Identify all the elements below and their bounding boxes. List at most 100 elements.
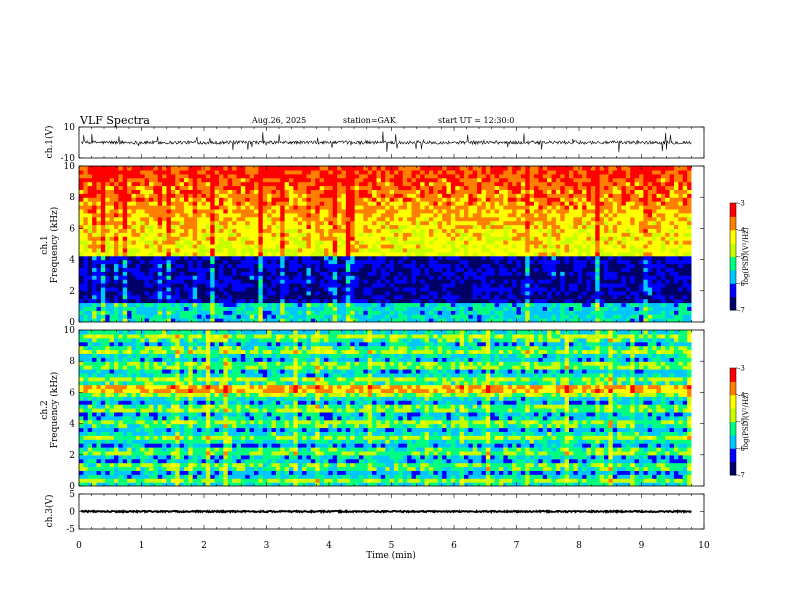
ch1-spec-cell (149, 286, 154, 292)
ch1-spec-cell (411, 314, 417, 319)
ch1-spec-cell (87, 166, 93, 171)
ch1-spec-cell (569, 306, 574, 311)
ch1-spec-cell (424, 271, 430, 276)
ch1-spec-cell (507, 208, 513, 214)
ch1-spec-cell (306, 181, 312, 187)
ch1-spec-cell (184, 197, 189, 202)
ch1-spec-cell (354, 181, 360, 187)
ch1-spec-cell (341, 224, 347, 229)
ch1-spec-cell (367, 263, 373, 268)
ch1-spec-cell (525, 232, 531, 237)
ch1-spec-cell (310, 267, 316, 272)
ch1-spec-cell (188, 247, 194, 253)
ch1-spec-cell (516, 283, 522, 288)
ch1-spec-cell (87, 185, 93, 190)
ch1-spec-cell (529, 212, 535, 218)
ch1-spec-cell (319, 247, 325, 253)
ch1-spec-cell (166, 318, 172, 322)
ch1-spec-cell (512, 302, 518, 307)
ch1-spec-cell (175, 275, 181, 280)
ch1-spec-cell (223, 318, 229, 322)
ch1-spec-cell (424, 314, 430, 319)
ch1-spec-cell (442, 318, 448, 322)
ch1-spec-cell (525, 185, 531, 190)
ch1-spec-cell (297, 177, 303, 183)
ch1-spec-cell (407, 197, 413, 202)
ch1-spec-cell (131, 283, 137, 288)
ch1-spec-cell (328, 310, 334, 315)
ch1-spec-cell (599, 267, 605, 272)
ch1-spec-cell (411, 247, 417, 253)
ch1-spec-cell (534, 208, 539, 214)
ch1-spec-cell (184, 259, 189, 265)
ch1-spec-cell (394, 173, 399, 179)
ch1-spec-cell (162, 310, 168, 315)
ch1-spec-cell (551, 189, 557, 194)
ch1-spec-cell (280, 306, 286, 311)
ch1-spec-cell (455, 283, 461, 288)
ch1-spec-cell (184, 216, 189, 222)
ch1-spec-cell (359, 212, 364, 218)
ch1-spec-cell (446, 185, 452, 190)
ch1-spec-cell (197, 283, 203, 288)
ch1-spec-cell (144, 224, 150, 229)
ch1-spec-cell (525, 290, 531, 296)
ch1-spec-cell (477, 189, 483, 194)
ch1-spec-cell (210, 224, 216, 229)
ch1-spec-cell (131, 232, 137, 237)
ch1-spec-cell (135, 216, 141, 222)
ch1-spec-cell (424, 189, 430, 194)
ch1-spec-cell (599, 283, 605, 288)
ch1-spec-cell (555, 294, 561, 300)
ch1-spec-cell (380, 294, 386, 300)
ch1-spec-cell (249, 314, 255, 319)
ch1-spec-cell (367, 286, 373, 292)
ch1-spec-cell (389, 185, 395, 190)
ch1-spec-cell (122, 310, 128, 315)
ch1-spec-cell (582, 240, 588, 245)
ch1-spec-cell (205, 267, 211, 272)
ch1-spec-cell (267, 177, 273, 183)
ch1-spec-cell (481, 318, 487, 322)
ch1-spec-cell (118, 302, 124, 307)
ch1-spec-cell (582, 255, 588, 261)
ch1-spec-cell (289, 298, 294, 304)
ch1-spec-cell (328, 247, 334, 253)
ch1-spec-cell (599, 259, 605, 265)
ch1-spec-cell (337, 267, 343, 272)
ch1-spec-cell (297, 169, 303, 175)
ch1-spec-cell (192, 271, 198, 276)
ch1-spec-cell (210, 201, 216, 206)
ch1-spec-cell (219, 193, 224, 198)
ch1-spec-cell (275, 279, 281, 284)
ch1-spec-cell (297, 185, 303, 190)
ch1-spec-cell (359, 205, 364, 210)
ch1-spec-cell (503, 298, 509, 304)
ch1-spec-cell (577, 255, 583, 261)
ch1-spec-cell (184, 279, 189, 284)
ch1-spec-cell (324, 201, 329, 206)
ch1-spec-cell (240, 240, 246, 245)
ch1-spec-cell (135, 236, 141, 241)
ch1-spec-cell (83, 279, 89, 284)
ch1-spec-cell (118, 298, 124, 304)
ch1-spec-cell (547, 185, 553, 190)
ch1-spec-cell (319, 244, 325, 249)
ch1-spec-cell (547, 251, 553, 257)
ch1-spec-cell (595, 271, 601, 276)
ch1-spec-cell (433, 259, 439, 265)
ch1-spec-cell (205, 197, 211, 202)
ch1-spec-cell (555, 306, 561, 311)
ch1-spec-cell (394, 228, 399, 233)
ch1-spec-cell (127, 173, 133, 179)
ch1-spec-cell (345, 177, 351, 183)
ch1-spec-cell (192, 259, 198, 265)
ch1-spec-cell (407, 216, 413, 222)
ch1-spec-cell (534, 205, 539, 210)
ch1-spec-cell (564, 224, 570, 229)
ch1-spec-cell (367, 255, 373, 261)
ch1-spec-cell (529, 197, 535, 202)
ch1-spec-cell (389, 275, 395, 280)
ch1-spec-cell (411, 177, 417, 183)
ch1-spec-cell (529, 169, 535, 175)
